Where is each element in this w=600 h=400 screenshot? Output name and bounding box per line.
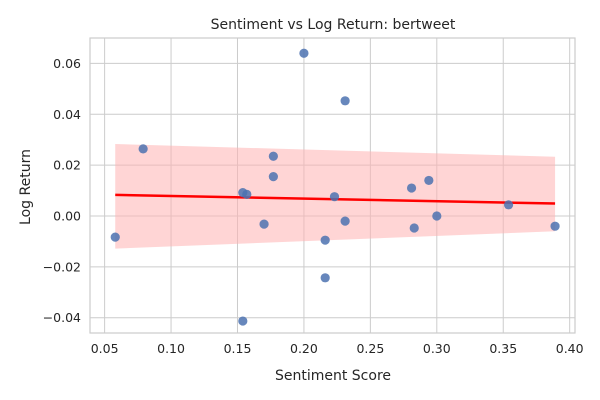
x-tick-label: 0.20 xyxy=(290,341,318,356)
y-tick-label: −0.04 xyxy=(43,310,81,325)
data-points xyxy=(110,48,560,326)
y-tick-labels: −0.04 −0.02 0.00 0.02 0.04 0.06 xyxy=(43,56,81,325)
data-point xyxy=(268,151,278,161)
y-tick-label: 0.06 xyxy=(53,56,81,71)
x-tick-label: 0.40 xyxy=(556,341,584,356)
data-point xyxy=(503,200,514,210)
x-tick-label: 0.10 xyxy=(157,341,185,356)
data-point xyxy=(110,232,120,242)
data-point xyxy=(424,175,434,186)
data-point xyxy=(138,144,148,154)
y-tick-label: −0.02 xyxy=(43,259,81,274)
data-point xyxy=(238,316,248,326)
data-point xyxy=(268,171,278,182)
chart-title: Sentiment vs Log Return: bertweet xyxy=(211,17,456,33)
x-tick-label: 0.35 xyxy=(489,341,517,356)
data-point xyxy=(320,273,330,283)
data-point xyxy=(320,235,330,245)
x-tick-label: 0.30 xyxy=(423,341,451,356)
y-axis-title: Log Return xyxy=(18,149,34,225)
y-tick-label: 0.00 xyxy=(53,209,81,224)
x-tick-label: 0.25 xyxy=(356,341,384,356)
data-point xyxy=(550,221,560,231)
data-point xyxy=(432,211,442,221)
data-point xyxy=(299,48,309,58)
data-point xyxy=(340,216,350,226)
plot-frame xyxy=(89,37,576,334)
x-axis-title: Sentiment Score xyxy=(275,368,391,384)
data-point xyxy=(242,189,252,200)
data-point xyxy=(259,219,269,229)
data-point xyxy=(329,192,340,202)
data-point xyxy=(340,96,350,106)
y-tick-label: 0.02 xyxy=(53,158,81,173)
data-point xyxy=(406,183,417,193)
x-tick-label: 0.05 xyxy=(91,341,119,356)
x-tick-label: 0.15 xyxy=(224,341,252,356)
y-tick-label: 0.04 xyxy=(53,107,81,122)
x-tick-labels: 0.05 0.10 0.15 0.20 0.25 0.30 0.35 0.40 xyxy=(91,341,584,356)
data-point xyxy=(409,223,419,233)
